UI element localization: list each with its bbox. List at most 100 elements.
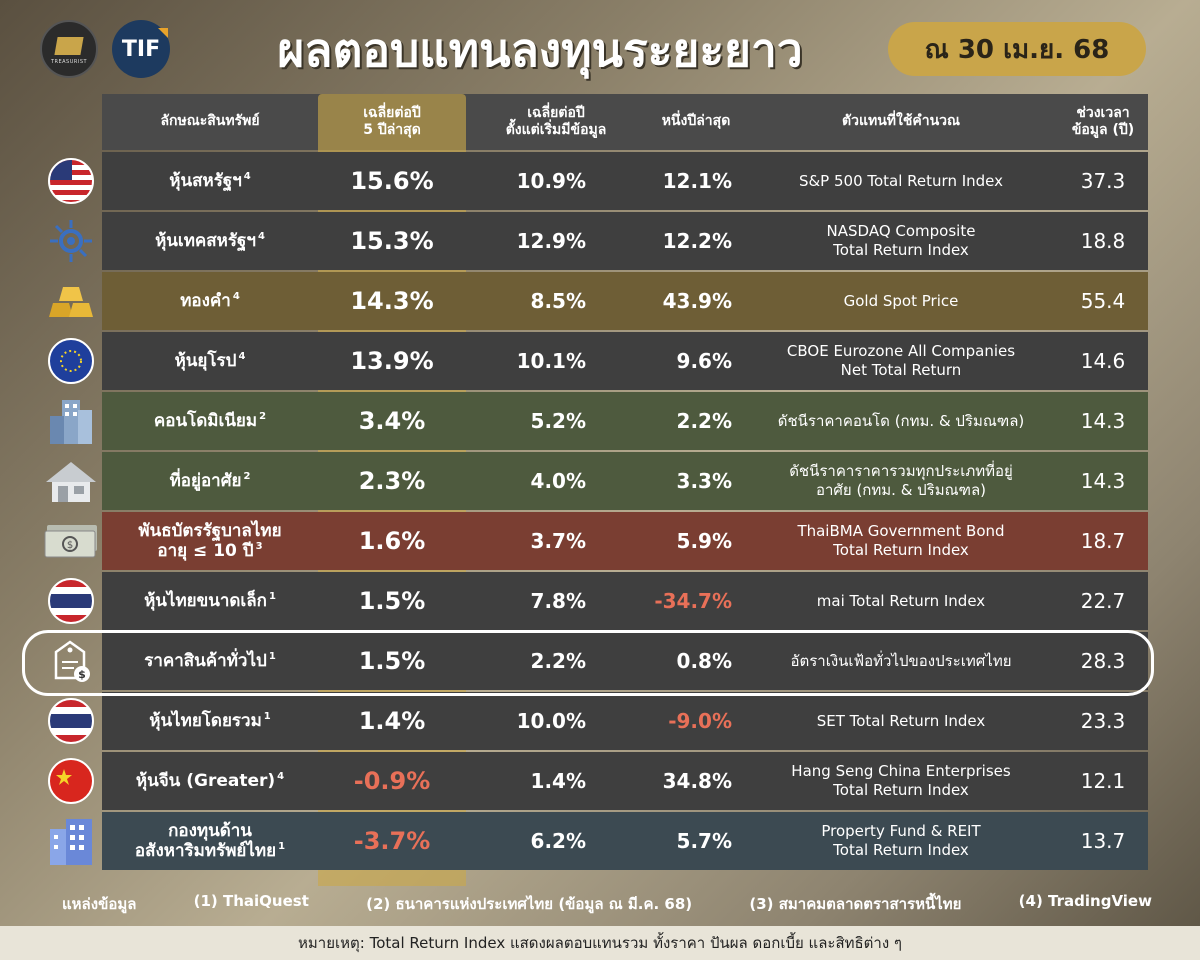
data-years-value: 37.3 (1080, 169, 1126, 193)
asset-name-line: ที่อยู่อาศัย 2 (169, 470, 251, 491)
row-background (102, 452, 1148, 510)
source-ref: 4 (257, 231, 265, 243)
asset-name: หุ้นจีน (Greater) 4 (102, 752, 318, 810)
row-background (102, 752, 1148, 810)
avg-5y-value: 15.3% (350, 227, 434, 255)
table-row: กองทุนด้าน อสังหาริมทรัพย์ไทย 1 -3.7% 6.2% 5.… (40, 812, 1148, 870)
one-year-value: 5.9% (676, 529, 732, 553)
index-name-line: Gold Spot Price (843, 291, 959, 310)
avg-since-start-value: 1.4% (530, 769, 586, 793)
header-index: ตัวแทนที่ใช้คำนวณ (842, 113, 960, 130)
table-row: หุ้นยุโรป 4 13.9% 10.1% 9.6% CBOE Eurozone Al… (40, 332, 1148, 390)
asset-name: พันธบัตรรัฐบาลไทย อายุ ≤ 10 ปี 3 (102, 512, 318, 570)
header-avg-since-start: เฉลี่ยต่อปี ตั้งแต่เริ่มมีข้อมูล (466, 94, 646, 150)
one-year-value: 0.8% (676, 649, 732, 673)
sources-line: แหล่งข้อมูล (1) ThaiQuest (2) ธนาคารแห่ง… (62, 892, 1152, 916)
one-year-value: -34.7% (654, 589, 732, 613)
office-building-icon (40, 812, 102, 870)
thai-flag-icon (40, 572, 102, 630)
data-years-value: 22.7 (1080, 589, 1126, 613)
asset-name-line: หุ้นเทคสหรัฐฯ 4 (155, 230, 265, 251)
index-name-line: ThaiBMA Government Bond (797, 522, 1005, 541)
data-years-value: 28.3 (1080, 649, 1126, 673)
source-ref: 4 (243, 171, 251, 183)
asset-name: ราคาสินค้าทั่วไป 1 (102, 632, 318, 690)
svg-text:$: $ (78, 668, 86, 681)
banknote-icon: $ (40, 512, 102, 570)
avg-since-start-value: 10.0% (516, 709, 586, 733)
tech-chip-icon (40, 212, 102, 270)
source-4: (4) TradingView (1018, 892, 1152, 910)
index-name-line: Total Return Index (833, 841, 969, 859)
asset-name: หุ้นไทยโดยรวม 1 (102, 692, 318, 750)
sources-label: แหล่งข้อมูล (62, 895, 137, 913)
index-name-line: Total Return Index (833, 541, 969, 559)
header-avg-5y-line2: 5 ปีล่าสุด (363, 122, 421, 138)
avg-5y-value: 13.9% (350, 347, 434, 375)
avg-since-start-value: 8.5% (530, 289, 586, 313)
asset-name: คอนโดมิเนียม 2 (102, 392, 318, 450)
asset-name-line: คอนโดมิเนียม 2 (153, 410, 267, 431)
index-name-line: Net Total Return (840, 361, 962, 379)
table-row: หุ้นไทยขนาดเล็ก 1 1.5% 7.8% -34.7% mai Total … (40, 572, 1148, 630)
row-background (102, 332, 1148, 390)
index-name: Gold Spot Price (744, 272, 1058, 330)
index-name-line: SET Total Return Index (816, 711, 986, 730)
data-years-value: 13.7 (1080, 829, 1126, 853)
table-header (102, 94, 1148, 150)
row-background (102, 572, 1148, 630)
avg-5y-value: 2.3% (358, 467, 426, 495)
table-row: หุ้นไทยโดยรวม 1 1.4% 10.0% -9.0% SET Total Re… (40, 692, 1148, 750)
header-years: ช่วงเวลา ข้อมูล (ปี) (1058, 94, 1148, 150)
table-row: คอนโดมิเนียม 2 3.4% 5.2% 2.2% ดัชนีราคาคอนโด … (40, 392, 1148, 450)
index-name: NASDAQ Composite Total Return Index (744, 212, 1058, 270)
asset-name-line: หุ้นไทยโดยรวม 1 (149, 710, 271, 731)
us-flag-icon (40, 152, 102, 210)
avg-5y-value: 14.3% (350, 287, 434, 315)
source-ref: 1 (278, 841, 286, 853)
index-name-line: S&P 500 Total Return Index (798, 171, 1004, 190)
header-one-year: หนึ่งปีล่าสุด (661, 113, 731, 130)
avg-5y-value: 1.5% (358, 587, 426, 615)
index-name: อัตราเงินเฟ้อทั่วไปของประเทศไทย (744, 632, 1058, 690)
index-name: ดัชนีราคาคอนโด (กทม. & ปริมณฑล) (744, 392, 1058, 450)
header-since-line2: ตั้งแต่เริ่มมีข้อมูล (505, 122, 607, 138)
avg-5y-value: 15.6% (350, 167, 434, 195)
data-years-value: 18.8 (1080, 229, 1126, 253)
row-background (102, 152, 1148, 210)
header-asset-type: ลักษณะสินทรัพย์ (160, 113, 260, 130)
data-years-value: 14.3 (1080, 409, 1126, 433)
row-background (102, 812, 1148, 870)
source-2: (2) ธนาคารแห่งประเทศไทย (ข้อมูล ณ มี.ค. … (366, 895, 693, 913)
row-background (102, 512, 1148, 570)
index-name-line: Hang Seng China Enterprises (791, 762, 1011, 781)
header-years-line1: ช่วงเวลา (1076, 104, 1130, 121)
logo-group: TREASURIST TIF (40, 20, 170, 78)
avg-since-start-value: 10.1% (516, 349, 586, 373)
one-year-value: 12.1% (662, 169, 732, 193)
data-years-value: 18.7 (1080, 529, 1126, 553)
avg-5y-value: 3.4% (358, 407, 426, 435)
asset-name: หุ้นเทคสหรัฐฯ 4 (102, 212, 318, 270)
avg-5y-value: -0.9% (353, 767, 431, 795)
date-badge: ณ 30 เม.ย. 68 (888, 22, 1146, 76)
gold-bars-icon (40, 272, 102, 330)
index-name-line: ดัชนีราคาราคารวมทุกประเภทที่อยู่ (789, 462, 1013, 481)
avg-since-start-value: 10.9% (516, 169, 586, 193)
asset-name: ทองคำ 4 (102, 272, 318, 330)
asset-name: กองทุนด้าน อสังหาริมทรัพย์ไทย 1 (102, 812, 318, 870)
eu-flag-icon (40, 332, 102, 390)
data-years-value: 55.4 (1080, 289, 1126, 313)
asset-name-line: อายุ ≤ 10 ปี 3 (157, 541, 263, 561)
source-ref: 1 (268, 591, 276, 603)
avg-5y-value: -3.7% (353, 827, 431, 855)
row-background (102, 212, 1148, 270)
source-ref: 3 (255, 541, 263, 553)
index-name-line: อัตราเงินเฟ้อทั่วไปของประเทศไทย (790, 651, 1012, 670)
asset-name-line: หุ้นจีน (Greater) 4 (135, 770, 285, 791)
asset-name: หุ้นไทยขนาดเล็ก 1 (102, 572, 318, 630)
treasurist-logo: TREASURIST (40, 20, 98, 78)
asset-name-line: อสังหาริมทรัพย์ไทย 1 (134, 841, 286, 861)
table-row: ทองคำ 4 14.3% 8.5% 43.9% Gold Spot Price 55.4 (40, 272, 1148, 330)
row-background (102, 692, 1148, 750)
